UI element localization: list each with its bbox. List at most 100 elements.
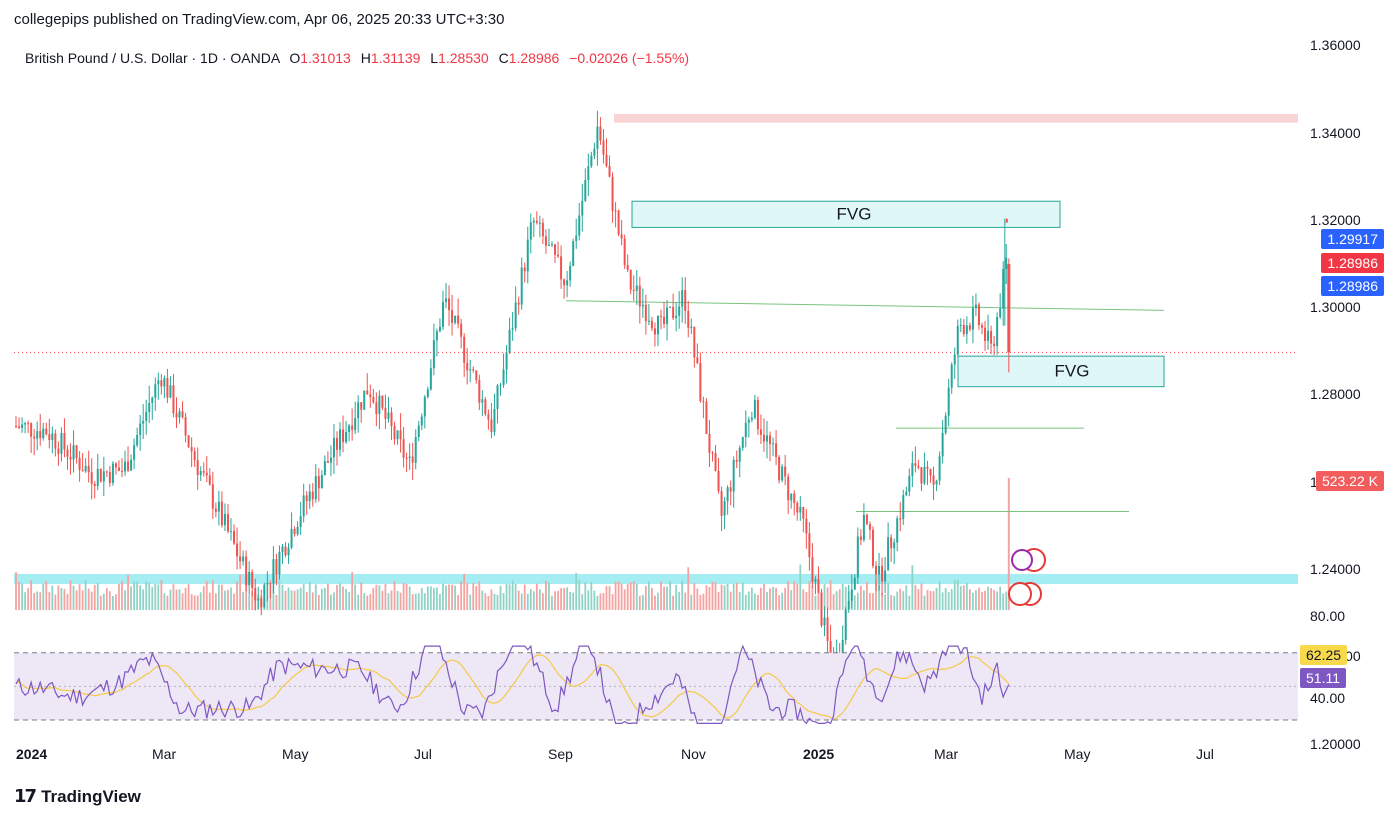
volume-bar (284, 590, 287, 610)
candle-body (478, 380, 481, 403)
candle-body (451, 310, 454, 323)
candle-body (729, 487, 732, 492)
volume-bar (363, 593, 366, 610)
candle-body (663, 316, 666, 324)
candle-body (977, 304, 980, 326)
candle-body (641, 304, 644, 307)
candle-body (145, 412, 148, 421)
volume-bar (638, 595, 641, 610)
candle-body (463, 336, 466, 363)
volume-bar (872, 593, 874, 610)
candle-body (672, 306, 675, 319)
candle-body (357, 402, 360, 419)
volume-bar (529, 589, 532, 610)
volume-bar (575, 573, 578, 610)
volume-bar (917, 588, 920, 610)
volume-bar (587, 590, 590, 610)
candle-body (269, 582, 272, 584)
volume-bar (502, 593, 505, 610)
chart-frame[interactable]: FVG FVG (14, 38, 1298, 778)
candle-body (408, 456, 411, 458)
candle-body (84, 465, 87, 472)
volume-bar (796, 583, 799, 610)
candle-body (793, 493, 796, 503)
candle-body (653, 328, 656, 335)
candle-body (339, 429, 342, 450)
price-badge-high: 1.29917 (1321, 229, 1384, 249)
candle-body (974, 304, 977, 308)
candle-body (205, 472, 208, 476)
candle-body (750, 417, 753, 420)
candle-body (417, 425, 420, 438)
candle-body (714, 453, 717, 471)
candle-body (917, 465, 920, 468)
volume-bar (978, 587, 980, 610)
volume-bar (466, 583, 469, 610)
volume-bar (487, 595, 490, 610)
volume-bar (463, 573, 466, 610)
volume-bar (729, 591, 732, 610)
volume-bar (856, 592, 859, 610)
volume-bar (984, 590, 986, 610)
candle-body (965, 325, 968, 335)
volume-bar (866, 581, 868, 610)
time-axis-year-label: 2025 (803, 746, 835, 762)
candle-body (578, 215, 581, 236)
volume-bar (199, 592, 202, 610)
volume-bar (417, 593, 420, 610)
volume-bar (760, 587, 762, 610)
volume-bar (378, 585, 381, 610)
candle-body (196, 460, 199, 476)
volume-bar (766, 592, 768, 610)
time-axis-month-label: May (1064, 746, 1091, 762)
candle-body (187, 435, 190, 448)
volume-bar (481, 590, 484, 610)
volume-bar (953, 580, 956, 610)
volume-bar (323, 588, 326, 610)
volume-bar (51, 585, 54, 610)
candle-body (875, 565, 878, 575)
volume-bar (775, 587, 777, 610)
volume-bar (781, 592, 784, 610)
volume-bar (602, 593, 605, 610)
candle-body (887, 537, 890, 571)
candle-body (299, 516, 302, 527)
volume-bar (15, 572, 17, 610)
volume-bar (578, 580, 581, 610)
volume-bar (239, 574, 241, 610)
volume-bar (902, 591, 905, 610)
volume-bar (154, 583, 157, 610)
candle-body (541, 222, 544, 237)
candle-body (460, 323, 463, 337)
candle-body (635, 285, 638, 291)
volume-bar (893, 595, 896, 610)
candle-body (753, 399, 756, 418)
volume-bar (890, 595, 893, 610)
candle-body (544, 236, 547, 246)
candle-body (402, 439, 405, 458)
volume-bar (972, 592, 974, 610)
volume-bar (811, 585, 814, 610)
tradingview-brand[interactable]: 17 TradingView (14, 786, 141, 807)
candle-body (1002, 268, 1005, 309)
volume-bar (311, 592, 314, 610)
volume-bar (72, 585, 75, 610)
candle-body (526, 239, 529, 272)
volume-bar (869, 593, 871, 610)
volume-bar (411, 594, 414, 610)
candle-body (27, 423, 30, 425)
candle-body (214, 508, 217, 512)
candle-body (693, 326, 696, 358)
candle-body (741, 437, 744, 448)
price-chart[interactable]: FVG FVG (14, 38, 1298, 778)
fvg-label: FVG (1055, 361, 1090, 380)
candle-body (211, 484, 214, 509)
candle-body (438, 326, 441, 332)
volume-bar (660, 581, 662, 610)
volume-bar (862, 590, 865, 610)
price-axis-label: 1.30000 (1310, 299, 1361, 316)
candle-body (590, 155, 593, 167)
volume-bar (166, 595, 169, 610)
volume-bar (545, 580, 547, 610)
candle-body (987, 330, 990, 341)
